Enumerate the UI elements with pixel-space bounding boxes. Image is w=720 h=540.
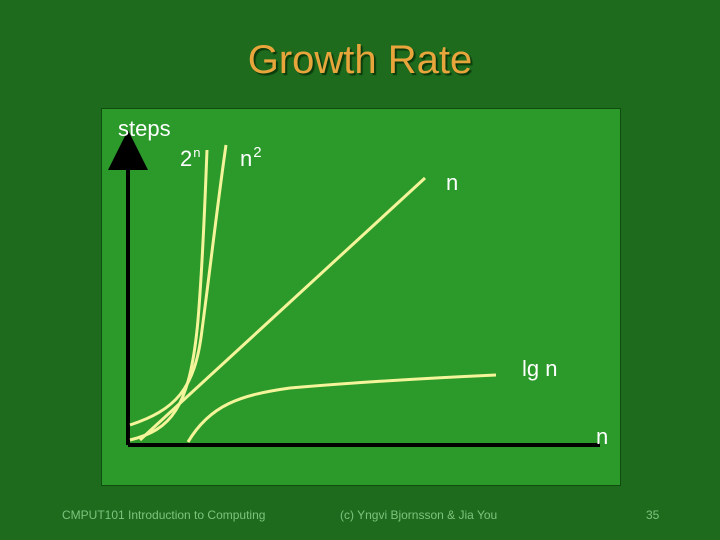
footer-course: CMPUT101 Introduction to Computing <box>62 508 266 522</box>
label-linear: n <box>446 170 459 195</box>
footer-authors: (c) Yngvi Bjornsson & Jia You <box>340 508 498 522</box>
label-exponential-sup: n <box>193 145 201 160</box>
curve-quadratic <box>129 144 228 427</box>
label-exponential: 2n <box>180 145 201 172</box>
slide-title: Growth Rate <box>247 38 473 82</box>
y-axis-label: steps <box>118 116 171 141</box>
x-axis-label: n <box>596 424 609 449</box>
label-quadratic: n2 <box>240 144 262 172</box>
label-exponential-base: 2 <box>180 146 193 171</box>
page-number: 35 <box>646 508 660 522</box>
curve-linear <box>138 176 427 442</box>
curve-exponential <box>129 149 209 442</box>
graph-panel <box>101 108 621 486</box>
label-quadratic-base: n <box>240 146 253 171</box>
curve-logarithmic <box>186 373 497 443</box>
label-logarithmic: lg n <box>522 356 558 381</box>
label-quadratic-sup: 2 <box>253 144 262 161</box>
